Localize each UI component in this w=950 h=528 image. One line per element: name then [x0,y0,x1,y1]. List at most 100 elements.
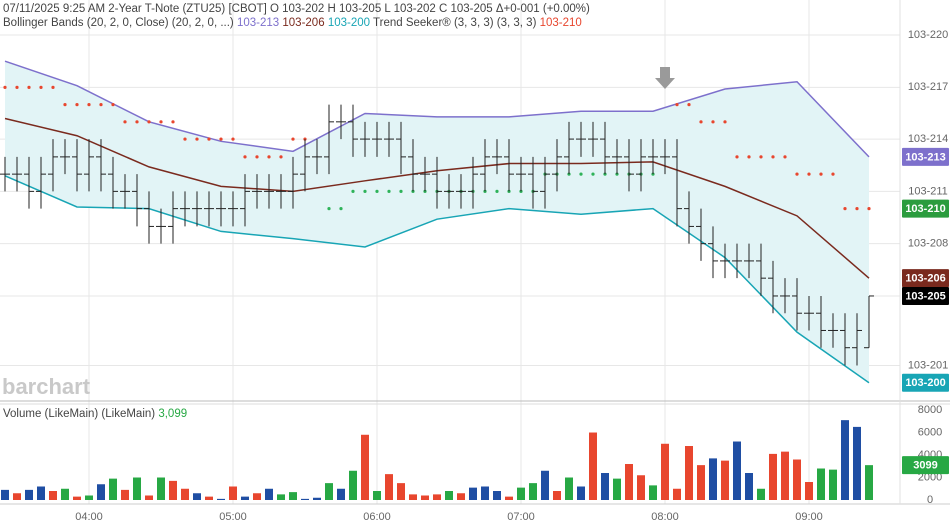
x-tick-label: 08:00 [651,511,679,523]
trend-dot [3,85,7,89]
volume-bar [649,485,657,500]
volume-bar [325,483,333,500]
volume-bar [709,458,717,500]
volume-bar [13,493,21,500]
volume-bar [1,489,9,500]
volume-bar [181,488,189,500]
last-value-label: 103-210 [905,203,945,215]
trend-dot [375,189,379,193]
x-tick-label: 06:00 [363,511,391,523]
volume-bar [769,453,777,500]
volume-bar [445,491,453,500]
trend-dot [267,155,271,159]
trend-dot [39,85,43,89]
trend-dot [867,207,871,211]
trend-dot [747,155,751,159]
y-tick-label: 103-208 [908,238,948,250]
last-value-box [902,373,949,392]
volume-bar [517,487,525,500]
volume-bar [637,475,645,500]
trend-dot [339,207,343,211]
trend-dot [591,172,595,176]
trend-dot [363,189,367,193]
last-value-label: 103-205 [905,290,945,302]
trend-dot [159,120,163,124]
last-value-box [902,269,949,288]
trend-dot [495,189,499,193]
volume-bar [253,493,261,500]
legend-value: 103-210 [540,17,582,29]
volume-bar [817,468,825,500]
last-value-label: 3099 [913,460,937,472]
volume-bar [409,494,417,500]
last-value-label: 103-206 [905,273,945,285]
volume-bar [133,477,141,500]
trend-dot [111,102,115,107]
volume-bar [661,443,669,500]
last-value-label: 103-213 [905,151,945,163]
volume-bar [529,483,537,500]
volume-bar [721,460,729,500]
y-tick-label: 103-201 [908,359,948,371]
volume-bar [745,473,753,500]
volume-bar [361,434,369,500]
trend-dot [723,120,727,124]
trend-dot [807,172,811,176]
y-tick-label: 103-220 [908,29,948,41]
watermark: barchart [2,374,91,399]
volume-legend: Volume (LikeMain) (LikeMain) 3,099 [3,408,187,420]
trend-dot [135,120,139,124]
trend-dot [195,137,199,141]
trend-dot [63,102,67,107]
trend-dot [327,207,331,211]
trend-dot [711,120,715,124]
legend-label: Bollinger Bands (20, 2, 0, Close) (20, 2… [3,17,234,29]
volume-bar [793,459,801,500]
trend-dot [783,155,787,159]
y-tick-label: 6000 [918,426,942,438]
volume-bar [841,420,849,500]
volume-bar [301,498,309,500]
event-arrow [655,67,675,89]
volume-bar [757,488,765,500]
volume-bar [145,495,153,500]
volume-bar [277,494,285,500]
volume-bar [865,465,873,500]
last-value-box [902,456,949,475]
volume-bar [121,489,129,500]
trend-dot [687,102,691,107]
volume-bar [193,493,201,500]
y-tick-label: 0 [927,494,933,506]
trend-dot [735,155,739,159]
trend-dot [819,172,823,176]
volume-bar [541,470,549,500]
volume-bar [601,473,609,500]
volume-bar [493,491,501,500]
volume-bar [241,496,249,500]
volume-bar [61,488,69,500]
volume-bar [625,464,633,500]
legend-label: Trend Seeker® (3, 3, 3) (3, 3, 3) [373,17,537,29]
volume-bar [97,484,105,500]
last-value-box [902,199,949,218]
y-tick-label: 103-211 [908,185,948,197]
y-tick-label: 2000 [918,471,942,483]
header: 07/11/2025 9:25 AM 2-Year T-Note (ZTU25)… [3,3,590,15]
volume-bar [37,486,45,500]
volume-bar [433,494,441,500]
volume-bar [25,489,33,500]
trend-dot [831,172,835,176]
volume-bar [373,491,381,500]
plot [0,60,874,500]
volume-bar [169,480,177,500]
volume-bar [589,432,597,500]
trend-dot [771,155,775,159]
volume-bar [781,451,789,500]
volume-bar [73,496,81,500]
trend-dot [387,189,391,193]
volume-bar [289,492,297,500]
volume-bar [49,491,57,500]
volume-bar [613,478,621,500]
last-value-label: 103-200 [905,377,945,389]
volume-bar [469,487,477,500]
